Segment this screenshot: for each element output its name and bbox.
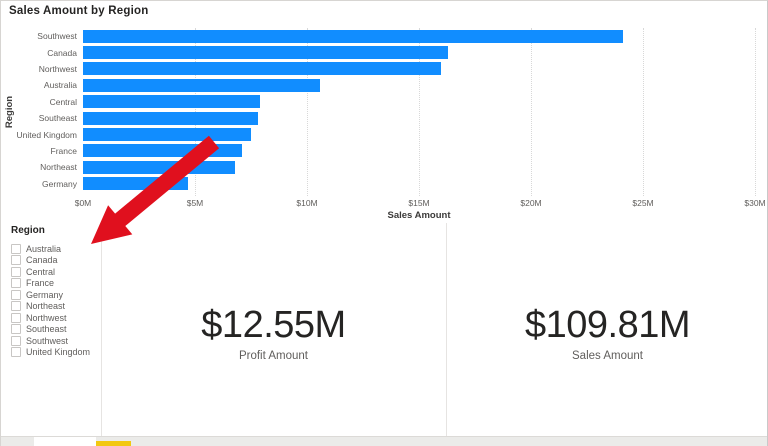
x-tick-label: $25M xyxy=(632,198,654,208)
chart-row: France xyxy=(1,143,767,159)
slicer-item-label: Southwest xyxy=(26,335,69,346)
chart-x-ticks: $0M $5M $10M $15M $20M $25M $30M xyxy=(75,198,766,208)
checkbox-icon[interactable] xyxy=(11,266,21,277)
chart-row: Northeast xyxy=(1,159,767,175)
active-page-indicator xyxy=(96,441,131,446)
sales-bar[interactable] xyxy=(83,128,251,142)
sales-bar[interactable] xyxy=(83,144,242,158)
page-tab[interactable] xyxy=(34,437,96,446)
visual-divider xyxy=(101,223,102,438)
slicer-item-label: Central xyxy=(26,266,56,277)
checkbox-icon[interactable] xyxy=(11,289,21,300)
sales-bar[interactable] xyxy=(83,177,188,191)
y-category-label: Australia xyxy=(43,80,77,91)
chart-row: Northwest xyxy=(1,61,767,77)
chart-title: Sales Amount by Region xyxy=(9,5,149,17)
chart-row: United Kingdom xyxy=(1,126,767,142)
chart-row: Central xyxy=(1,94,767,110)
sales-amount-value: $109.81M xyxy=(524,303,691,346)
y-category-label: Northeast xyxy=(40,162,77,173)
checkbox-icon[interactable] xyxy=(11,312,21,323)
slicer-item-germany[interactable]: Germany xyxy=(11,289,99,301)
checkbox-icon[interactable] xyxy=(11,347,21,358)
slicer-item-southeast[interactable]: Southeast xyxy=(11,324,99,336)
slicer-item-central[interactable]: Central xyxy=(11,266,99,278)
chart-row: Canada xyxy=(1,44,767,60)
chart-rows: Southwest Canada Northwest Australia Central… xyxy=(1,28,767,192)
chart-row: Australia xyxy=(1,77,767,93)
sales-bar[interactable] xyxy=(83,62,441,76)
profit-amount-value: $12.55M xyxy=(201,303,346,346)
y-category-label: France xyxy=(50,145,77,156)
sales-amount-label: Sales Amount xyxy=(572,350,643,363)
region-slicer: Region Australia Canada Central France Germa… xyxy=(11,225,99,358)
checkbox-icon[interactable] xyxy=(11,301,21,312)
bottom-bar xyxy=(1,436,767,446)
slicer-item-southwest[interactable]: Southwest xyxy=(11,335,99,347)
slicer-item-label: France xyxy=(26,278,55,289)
x-tick-label: $5M xyxy=(186,198,204,208)
sales-amount-card: $109.81M Sales Amount xyxy=(446,299,767,369)
sales-bar[interactable] xyxy=(83,46,448,60)
sales-bar[interactable] xyxy=(83,29,623,43)
chart-row: Southwest xyxy=(1,28,767,44)
checkbox-icon[interactable] xyxy=(11,243,21,254)
checkbox-icon[interactable] xyxy=(11,324,21,335)
x-axis-title: Sales Amount xyxy=(387,210,451,221)
sales-bar[interactable] xyxy=(83,111,258,125)
slicer-item-label: Northeast xyxy=(26,301,66,312)
slicer-item-australia[interactable]: Australia xyxy=(11,243,99,255)
sales-bar[interactable] xyxy=(83,78,320,92)
x-tick-label: $0M xyxy=(74,198,92,208)
x-tick-label: $15M xyxy=(408,198,430,208)
profit-amount-card: $12.55M Profit Amount xyxy=(101,299,446,369)
slicer-item-united-kingdom[interactable]: United Kingdom xyxy=(11,347,99,359)
chart-row: Southeast xyxy=(1,110,767,126)
slicer-item-france[interactable]: France xyxy=(11,278,99,290)
slicer-item-label: Southeast xyxy=(26,324,67,335)
y-category-label: Germany xyxy=(42,178,77,189)
y-category-label: Central xyxy=(49,96,77,107)
y-category-label: Southwest xyxy=(37,31,77,42)
chart-row: Germany xyxy=(1,176,767,192)
slicer-item-label: Northwest xyxy=(26,312,67,323)
slicer-item-label: United Kingdom xyxy=(26,347,91,358)
sales-bar[interactable] xyxy=(83,95,260,109)
slicer-item-label: Australia xyxy=(26,243,62,254)
x-tick-label: $30M xyxy=(744,198,766,208)
checkbox-icon[interactable] xyxy=(11,255,21,266)
visual-divider xyxy=(446,223,447,438)
checkbox-icon[interactable] xyxy=(11,278,21,289)
sales-bar[interactable] xyxy=(83,160,235,174)
profit-amount-label: Profit Amount xyxy=(238,350,309,363)
x-tick-label: $10M xyxy=(296,198,318,208)
checkbox-icon[interactable] xyxy=(11,335,21,346)
slicer-item-label: Germany xyxy=(26,289,64,300)
slicer-title: Region xyxy=(11,225,45,236)
y-category-label: Canada xyxy=(47,47,77,58)
slicer-item-label: Canada xyxy=(26,255,58,266)
y-category-label: United Kingdom xyxy=(16,129,77,140)
slicer-item-canada[interactable]: Canada xyxy=(11,255,99,267)
x-tick-label: $20M xyxy=(520,198,542,208)
slicer-items: Australia Canada Central France Germany North… xyxy=(11,243,99,358)
slicer-item-northwest[interactable]: Northwest xyxy=(11,312,99,324)
y-category-label: Southeast xyxy=(38,113,77,124)
y-category-label: Northwest xyxy=(38,63,77,74)
slicer-item-northeast[interactable]: Northeast xyxy=(11,301,99,313)
